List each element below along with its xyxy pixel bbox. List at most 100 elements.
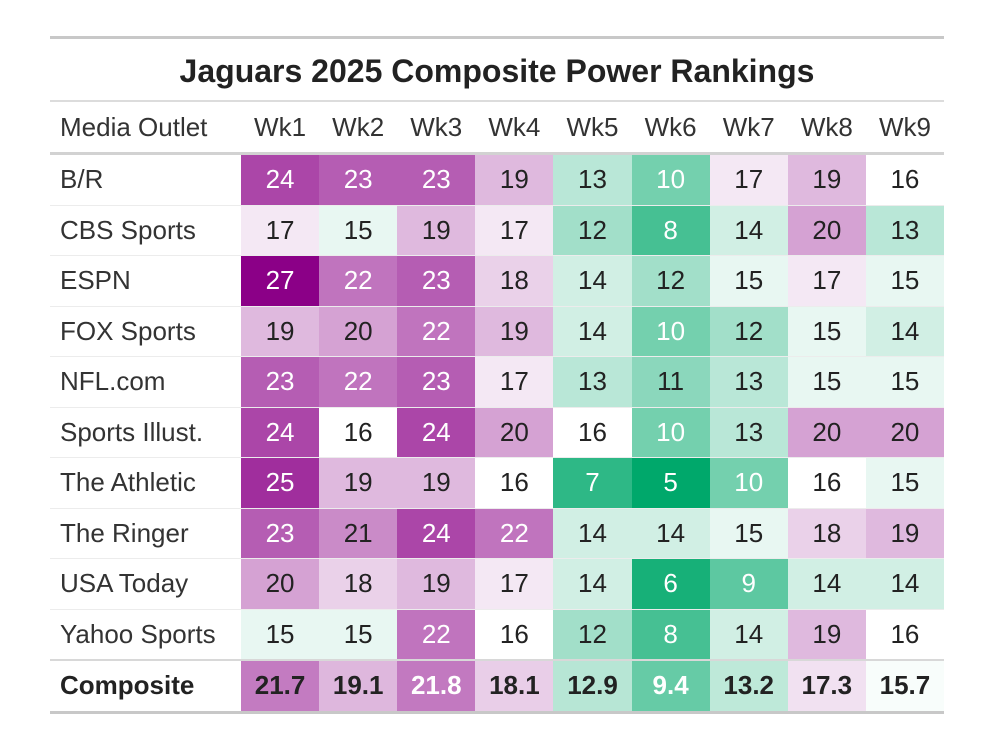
composite-cell: 18.1 bbox=[475, 659, 554, 711]
top-rule bbox=[50, 36, 944, 39]
table-row: USA Today 20 18 19 17 14 6 9 14 14 bbox=[50, 558, 944, 610]
rank-cell: 22 bbox=[397, 306, 476, 357]
rank-cell: 14 bbox=[553, 255, 632, 307]
rank-cell: 15 bbox=[865, 457, 944, 509]
rank-cell: 15 bbox=[787, 356, 866, 408]
rank-cell: 18 bbox=[787, 508, 866, 559]
composite-cell: 15.7 bbox=[865, 659, 944, 711]
table-row: The Ringer 23 21 24 22 14 14 15 18 19 bbox=[50, 508, 944, 559]
header-wk5: Wk5 bbox=[553, 102, 632, 155]
rank-cell: 20 bbox=[319, 306, 398, 357]
row-label: B/R bbox=[50, 153, 241, 206]
rank-cell: 15 bbox=[865, 255, 944, 307]
rank-cell: 14 bbox=[865, 558, 944, 610]
rank-cell: 13 bbox=[865, 205, 944, 256]
rank-cell: 19 bbox=[787, 153, 866, 206]
rank-cell: 13 bbox=[553, 153, 632, 206]
rank-cell: 13 bbox=[553, 356, 632, 408]
rank-cell: 23 bbox=[241, 356, 320, 408]
row-label: USA Today bbox=[50, 558, 241, 610]
rank-cell: 22 bbox=[319, 356, 398, 408]
rank-cell: 12 bbox=[553, 609, 632, 661]
table-body: B/R 24 23 23 19 13 10 17 19 16 CBS Sports 17 15 19 17 1… bbox=[50, 153, 944, 711]
rank-cell: 17 bbox=[475, 356, 554, 408]
rank-cell: 5 bbox=[631, 457, 710, 509]
rank-cell: 21 bbox=[319, 508, 398, 559]
composite-label: Composite bbox=[50, 659, 241, 711]
table-row: FOX Sports 19 20 22 19 14 10 12 15 14 bbox=[50, 306, 944, 357]
rank-cell: 24 bbox=[241, 407, 320, 458]
row-label: Sports Illust. bbox=[50, 407, 241, 458]
rank-cell: 19 bbox=[397, 205, 476, 256]
chart-title: Jaguars 2025 Composite Power Rankings bbox=[50, 39, 944, 102]
composite-cell: 9.4 bbox=[631, 659, 710, 711]
rank-cell: 8 bbox=[631, 205, 710, 256]
rank-cell: 22 bbox=[475, 508, 554, 559]
rank-cell: 10 bbox=[709, 457, 788, 509]
row-label: CBS Sports bbox=[50, 205, 241, 256]
rank-cell: 17 bbox=[241, 205, 320, 256]
rankings-table-container: Jaguars 2025 Composite Power Rankings Me… bbox=[50, 36, 944, 714]
rank-cell: 24 bbox=[397, 508, 476, 559]
composite-cell: 19.1 bbox=[319, 659, 398, 711]
rank-cell: 8 bbox=[631, 609, 710, 661]
row-label: FOX Sports bbox=[50, 306, 241, 357]
rankings-table: Media Outlet Wk1 Wk2 Wk3 Wk4 Wk5 Wk6 Wk7 Wk8 Wk9… bbox=[50, 102, 944, 711]
rank-cell: 20 bbox=[787, 205, 866, 256]
header-media-outlet: Media Outlet bbox=[50, 102, 241, 155]
rank-cell: 14 bbox=[553, 306, 632, 357]
rank-cell: 19 bbox=[787, 609, 866, 661]
composite-cell: 21.7 bbox=[241, 659, 320, 711]
composite-cell: 17.3 bbox=[787, 659, 866, 711]
header-wk4: Wk4 bbox=[475, 102, 554, 155]
rank-cell: 16 bbox=[865, 609, 944, 661]
composite-row: Composite 21.7 19.1 21.8 18.1 12.9 9.4 13.2 17.3… bbox=[50, 659, 944, 711]
rank-cell: 16 bbox=[553, 407, 632, 458]
rank-cell: 16 bbox=[865, 153, 944, 206]
rank-cell: 24 bbox=[241, 153, 320, 206]
rank-cell: 17 bbox=[475, 205, 554, 256]
rank-cell: 7 bbox=[553, 457, 632, 509]
rank-cell: 12 bbox=[631, 255, 710, 307]
rank-cell: 19 bbox=[475, 153, 554, 206]
rank-cell: 10 bbox=[631, 153, 710, 206]
rank-cell: 15 bbox=[241, 609, 320, 661]
composite-cell: 12.9 bbox=[553, 659, 632, 711]
rank-cell: 14 bbox=[787, 558, 866, 610]
header-wk1: Wk1 bbox=[241, 102, 320, 155]
rank-cell: 23 bbox=[397, 356, 476, 408]
header-wk7: Wk7 bbox=[709, 102, 788, 155]
rank-cell: 9 bbox=[709, 558, 788, 610]
table-row: CBS Sports 17 15 19 17 12 8 14 20 13 bbox=[50, 205, 944, 256]
rank-cell: 25 bbox=[241, 457, 320, 509]
rank-cell: 14 bbox=[553, 508, 632, 559]
header-wk8: Wk8 bbox=[787, 102, 866, 155]
rank-cell: 18 bbox=[319, 558, 398, 610]
header-wk3: Wk3 bbox=[397, 102, 476, 155]
row-label: ESPN bbox=[50, 255, 241, 307]
header-row: Media Outlet Wk1 Wk2 Wk3 Wk4 Wk5 Wk6 Wk7 Wk8 Wk9 bbox=[50, 102, 944, 155]
rank-cell: 10 bbox=[631, 407, 710, 458]
rank-cell: 16 bbox=[475, 609, 554, 661]
rank-cell: 16 bbox=[319, 407, 398, 458]
rank-cell: 15 bbox=[787, 306, 866, 357]
composite-cell: 13.2 bbox=[709, 659, 788, 711]
rank-cell: 16 bbox=[787, 457, 866, 509]
rank-cell: 15 bbox=[709, 508, 788, 559]
table-row: NFL.com 23 22 23 17 13 11 13 15 15 bbox=[50, 356, 944, 408]
row-label: NFL.com bbox=[50, 356, 241, 408]
rank-cell: 23 bbox=[319, 153, 398, 206]
rank-cell: 19 bbox=[865, 508, 944, 559]
rank-cell: 15 bbox=[319, 609, 398, 661]
bottom-rule bbox=[50, 710, 944, 714]
rank-cell: 16 bbox=[475, 457, 554, 509]
rank-cell: 18 bbox=[475, 255, 554, 307]
header-wk2: Wk2 bbox=[319, 102, 398, 155]
header-wk6: Wk6 bbox=[631, 102, 710, 155]
rank-cell: 13 bbox=[709, 407, 788, 458]
rank-cell: 19 bbox=[397, 457, 476, 509]
rank-cell: 20 bbox=[475, 407, 554, 458]
rank-cell: 23 bbox=[397, 153, 476, 206]
row-label: The Ringer bbox=[50, 508, 241, 559]
rank-cell: 10 bbox=[631, 306, 710, 357]
